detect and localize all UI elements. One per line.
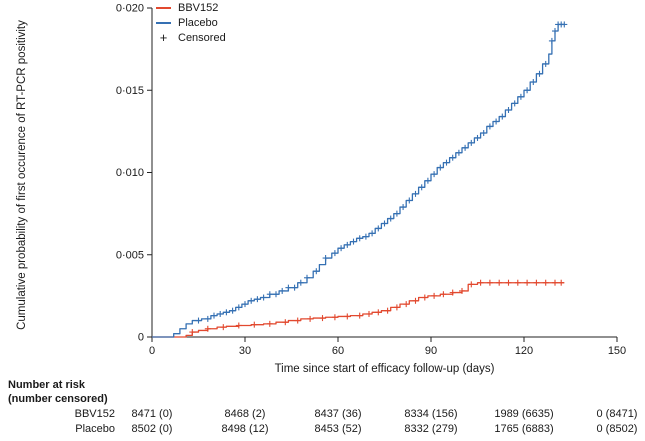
risk-cell: 0 (8502)	[596, 423, 638, 435]
y-tick-label: 0	[138, 332, 144, 344]
x-axis-title: Time since start of efficacy follow-up (…	[274, 363, 495, 375]
risk-table-header-line1: Number at risk	[8, 379, 86, 391]
x-tick-label: 30	[239, 345, 251, 357]
legend-label-bbv152: BBV152	[178, 2, 219, 14]
x-tick-label: 0	[149, 345, 155, 357]
y-axis-title: Cumulative probability of first occurenc…	[16, 20, 28, 330]
x-tick-label: 150	[608, 345, 626, 357]
risk-cell: 8332 (279)	[404, 423, 458, 435]
censored-plus-icon: +	[159, 30, 168, 45]
legend-label-placebo: Placebo	[178, 17, 218, 29]
risk-row-label-bbv152: BBV152	[74, 408, 115, 420]
risk-cell: 0 (8471)	[596, 408, 638, 420]
placebo-line-swatch	[156, 22, 171, 24]
legend-item-censored: + Censored	[156, 31, 226, 45]
bbv152-curve	[152, 282, 565, 338]
bbv152-line-swatch	[156, 7, 171, 9]
legend: BBV152 Placebo + Censored	[156, 1, 226, 46]
risk-cell: 8437 (36)	[314, 408, 362, 420]
risk-cell: 1765 (6883)	[494, 423, 554, 435]
y-tick-label: 0·020	[116, 3, 144, 15]
risk-cell: 8498 (12)	[221, 423, 269, 435]
risk-cell: 1989 (6635)	[494, 408, 554, 420]
legend-item-placebo: Placebo	[156, 16, 226, 30]
risk-cell: 8471 (0)	[131, 408, 173, 420]
risk-row-label-placebo: Placebo	[75, 423, 115, 435]
y-tick-label: 0·005	[116, 249, 144, 261]
x-tick-label: 60	[332, 345, 344, 357]
legend-label-censored: Censored	[178, 32, 226, 44]
placebo-curve	[152, 23, 565, 338]
x-tick-label: 90	[425, 345, 437, 357]
y-tick-label: 0·010	[116, 167, 144, 179]
risk-cell: 8502 (0)	[131, 423, 173, 435]
risk-cell: 8453 (52)	[314, 423, 362, 435]
risk-cell: 8468 (2)	[224, 408, 266, 420]
legend-item-bbv152: BBV152	[156, 1, 226, 15]
risk-table-header-line2: (number censored)	[8, 393, 108, 405]
km-chart-svg: 0 0·005 0·010 0·015 0·020 0 30 60 90 120 150	[116, 3, 626, 358]
y-tick-label: 0·015	[116, 85, 144, 97]
x-tick-label: 120	[515, 345, 533, 357]
risk-cell: 8334 (156)	[404, 408, 458, 420]
